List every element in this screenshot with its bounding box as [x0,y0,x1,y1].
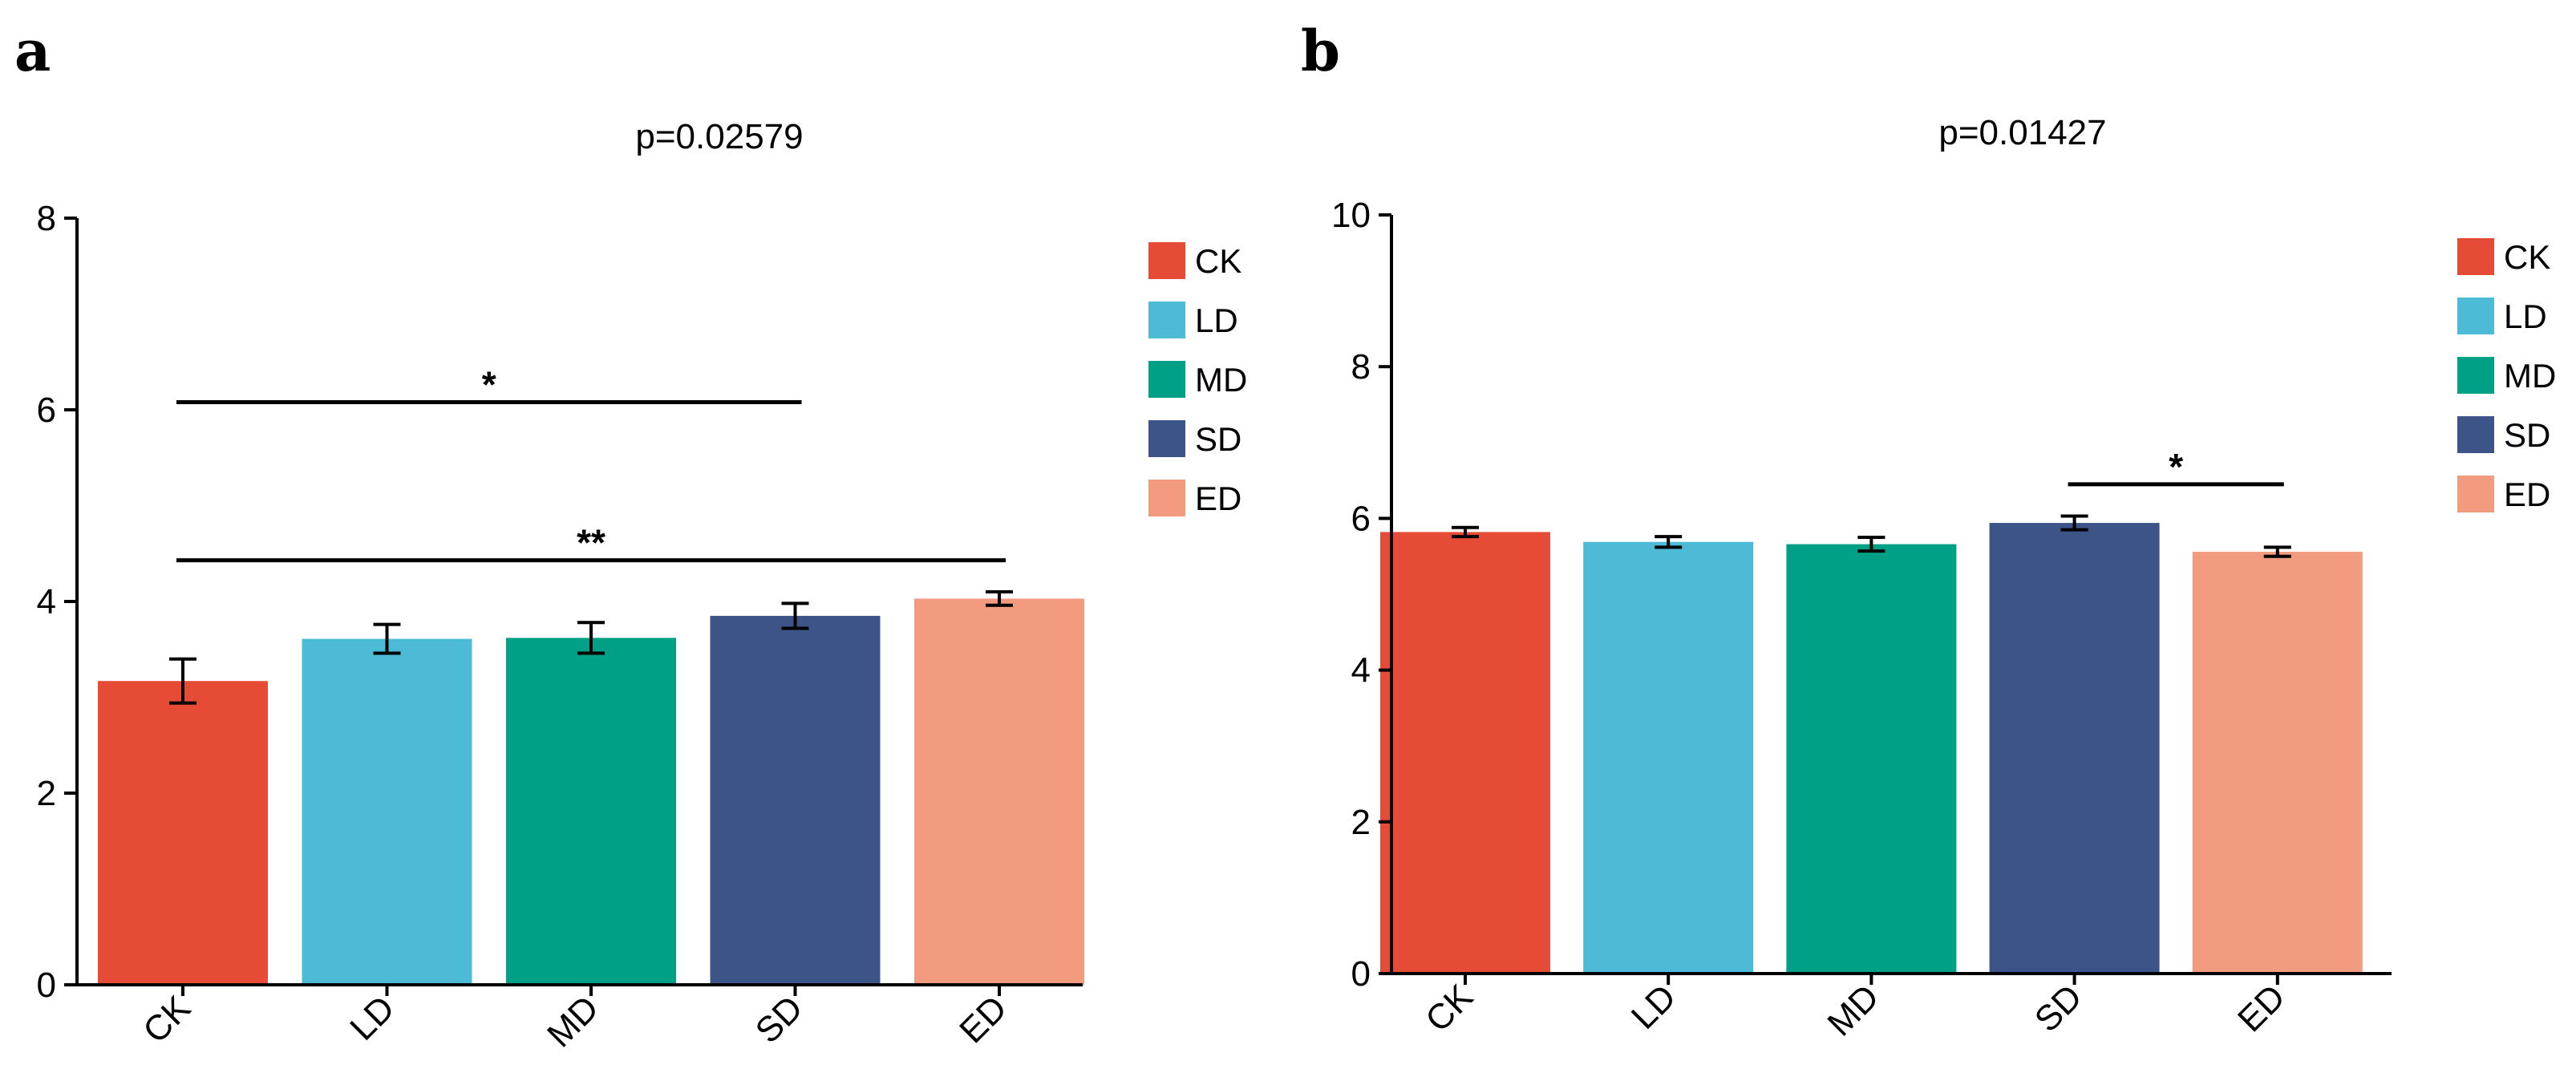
legend-swatch-ck [2457,238,2494,275]
error-bar-ed [986,590,1013,607]
y-tick-label: 8 [1351,347,1371,387]
bar-ld [302,638,472,985]
x-tick-label: LD [1624,977,1683,1036]
legend-label-sd: SD [2504,416,2550,454]
x-tick-label: MD [540,988,606,1055]
bar-sd [710,615,881,985]
legend-swatch-ed [1148,480,1185,516]
bar-ck [1380,532,1550,974]
bar-ld [1583,541,1754,974]
y-tick-label: 0 [37,966,56,1005]
legend-label-ed: ED [2504,476,2550,513]
x-tick-label: ED [2230,977,2293,1039]
x-tick-label: MD [1820,977,1886,1043]
error-bar-md [1857,536,1885,553]
y-tick-label: 8 [37,199,56,238]
x-tick-label: ED [952,988,1015,1051]
bar-sd [1989,523,2160,974]
x-tick-label: CK [136,988,198,1051]
legend-label-ck: CK [2504,238,2550,276]
legend-label-ld: LD [1195,302,1238,339]
error-bar-md [577,621,605,655]
significance-label: * [482,363,496,405]
panel-letter-b: b [1301,18,1340,84]
y-tick-label: 4 [1351,651,1371,690]
significance-label: ** [577,522,606,564]
error-bar-ck [1452,525,1479,539]
bar-ed [2192,552,2363,974]
legend-swatch-ck [1148,242,1185,279]
y-tick-label: 6 [37,391,56,430]
x-tick-label: SD [748,988,811,1051]
panel-letter-a: a [14,18,51,84]
y-tick-label: 2 [1351,803,1371,842]
bar-ed [914,598,1084,985]
legend-label-ed: ED [1195,480,1241,517]
legend-swatch-ed [2457,476,2494,512]
legend-swatch-sd [2457,416,2494,453]
error-bar-sd [781,601,809,630]
x-tick-label: LD [342,988,402,1047]
legend-label-sd: SD [1195,420,1241,458]
legend-label-ld: LD [2504,298,2547,335]
chart-panel-b: p=0.01427 0 2 4 6 8 10 CK LD MD SD ED * CK LD MD SD ED [1331,113,2556,1043]
bar-ck [98,681,268,985]
legend-swatch-md [1148,361,1185,398]
error-bar-ld [1655,535,1683,549]
x-tick-label: SD [2027,977,2090,1039]
y-tick-label: 6 [1351,499,1371,538]
error-bar-ld [373,622,401,655]
legend-label-ck: CK [1195,242,1241,280]
y-tick-label: 0 [1351,954,1371,994]
bar-md [506,638,676,985]
y-tick-label: 2 [37,774,56,813]
bar-md [1786,544,1957,974]
legend-swatch-sd [1148,420,1185,457]
legend-label-md: MD [2504,357,2556,395]
legend-label-md: MD [1195,361,1247,399]
error-bar-sd [2060,514,2088,532]
chart-title: p=0.02579 [635,117,803,156]
error-bar-ed [2263,545,2291,558]
y-tick-label: 4 [37,582,56,622]
legend-swatch-ld [2457,298,2494,334]
chart-title: p=0.01427 [1938,113,2106,152]
significance-label: * [2169,446,2183,488]
x-tick-label: CK [1418,977,1480,1039]
legend-swatch-md [2457,357,2494,394]
legend-swatch-ld [1148,302,1185,338]
error-bar-ck [169,657,196,705]
y-tick-label: 10 [1331,196,1371,235]
